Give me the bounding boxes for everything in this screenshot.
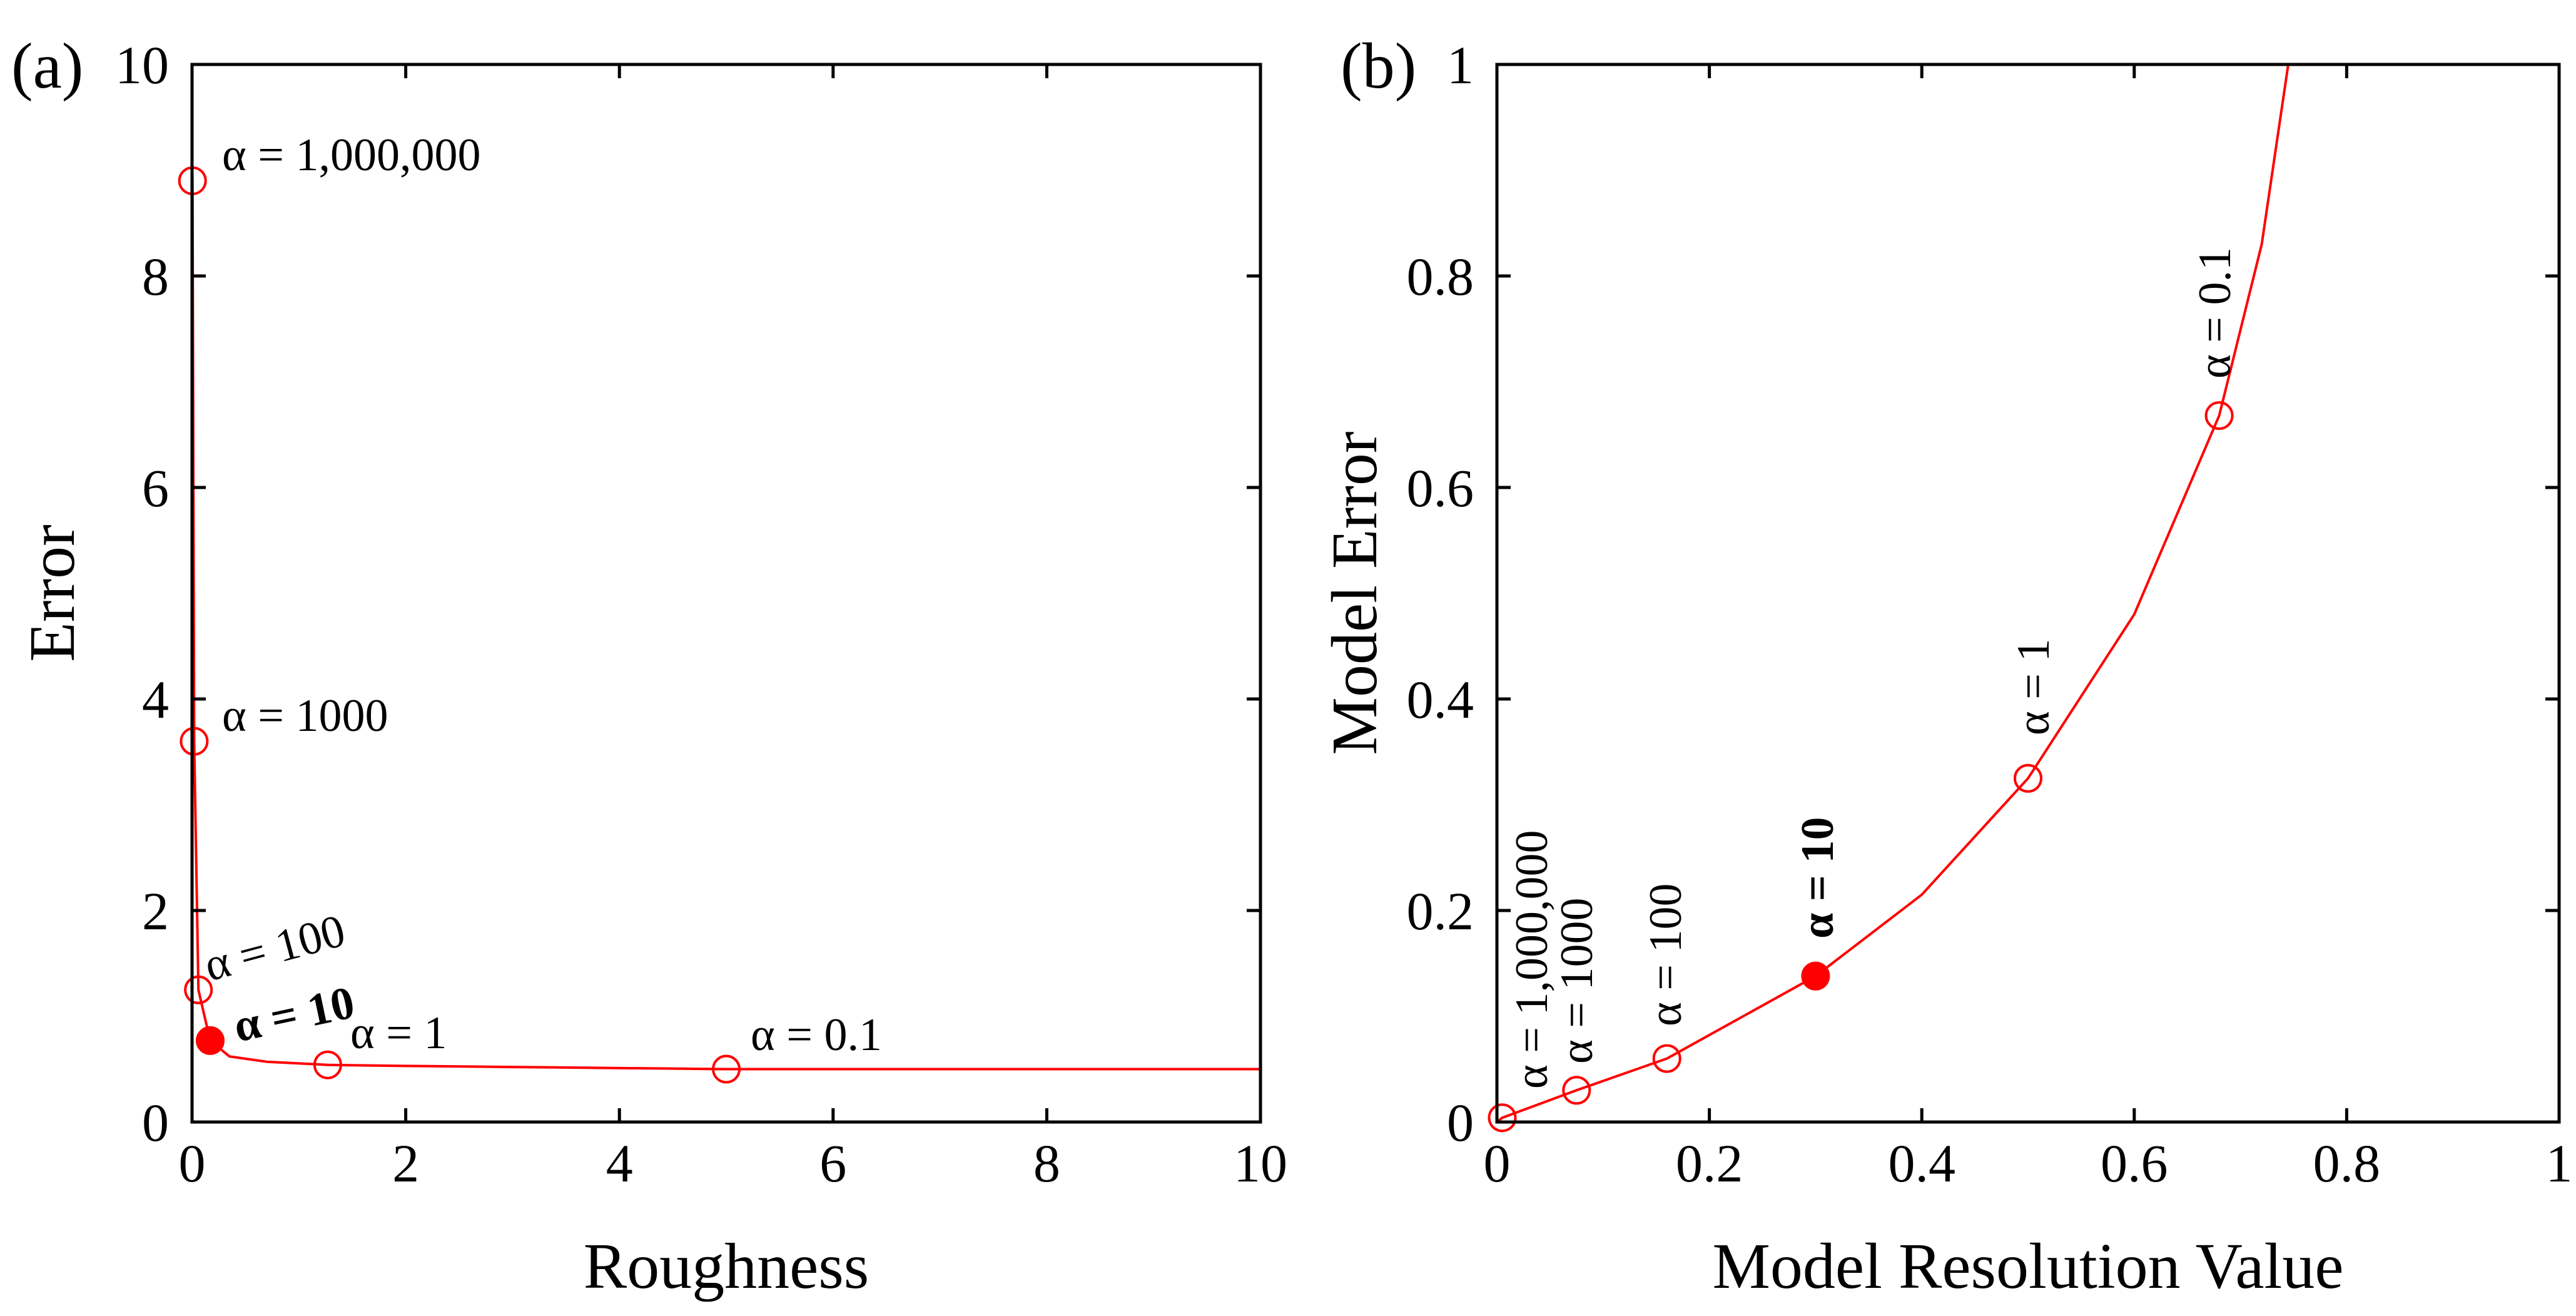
panel-a-xtick-label: 8 [1033, 1133, 1060, 1193]
panel-b-xtick-label: 0.6 [2101, 1133, 2168, 1193]
panel-b-marker-layer [1488, 401, 2234, 1133]
panel-a-curve-layer [191, 149, 1260, 1071]
panel-b-marker-5 [2204, 401, 2234, 431]
panel-b-xtick-label: 0.4 [1888, 1133, 1955, 1193]
panel-b-annotation-alpha-0-1: α = 0.1 [2189, 247, 2241, 379]
panel-b-ytick-label: 0.2 [1407, 881, 1474, 941]
panel-b-marker-2 [1652, 1044, 1681, 1073]
panel-a-marker-5 [712, 1054, 741, 1084]
panel-a-ytick-label: 2 [142, 881, 169, 941]
panel-b-annotation-alpha-1000000: α = 1,000,000 [1506, 830, 1558, 1089]
panel-b-annotation-alpha-100: α = 100 [1640, 883, 1691, 1026]
panel-b-ytick-label: 0 [1447, 1093, 1474, 1153]
panel-a-marker-2 [184, 975, 213, 1004]
panel-b-xtick-label: 0 [1484, 1133, 1511, 1193]
panel-a-marker-4 [313, 1050, 342, 1079]
panel-a-ytick-label: 10 [115, 35, 169, 95]
panel-a-annotation-alpha-0-1: α = 0.1 [751, 1009, 882, 1061]
panel-a-annotation-alpha-100: α = 100 [199, 905, 350, 991]
panel-b-series-line-0 [1496, 64, 2289, 1123]
panel-b-xtick-label: 0.8 [2313, 1133, 2381, 1193]
panel-a-ylabel: Error [16, 524, 88, 661]
panel-a-xtick-label: 4 [606, 1133, 633, 1193]
panel-b-ytick-label: 1 [1447, 35, 1474, 95]
panel-b-annotation-alpha-10: α = 10 [1792, 817, 1843, 939]
panel-b-annotation-alpha-1000: α = 1000 [1551, 897, 1603, 1064]
panel-b-xtick-label: 0.2 [1676, 1133, 1743, 1193]
panel-a-axes-frame [190, 63, 1262, 1124]
panel-a-ytick-label: 0 [142, 1093, 169, 1153]
panel-a-annotation-alpha-1: α = 1 [350, 1007, 447, 1059]
panel-a-label: (a) [11, 30, 83, 102]
panel-a-xlabel: Roughness [584, 1230, 869, 1302]
panel-a-xtick-label: 6 [819, 1133, 846, 1193]
panel-a-ytick-label: 4 [142, 670, 169, 730]
panel-b-xtick-label: 1 [2546, 1133, 2573, 1193]
panel-b-curve-layer [1496, 64, 2289, 1123]
panel-a-xtick-label: 10 [1234, 1133, 1287, 1193]
panel-a-annotation-alpha-10: α = 10 [229, 977, 358, 1053]
panel-a-xtick-label: 0 [179, 1133, 206, 1193]
panel-a-ticks [190, 63, 1262, 1124]
panel-b-ticks [1495, 63, 2561, 1124]
panel-b-marker-4 [2014, 763, 2042, 793]
panel-a-xtick-label: 2 [392, 1133, 419, 1193]
panel-a-annotation-alpha-1000: α = 1000 [222, 690, 388, 742]
panel-a-roughness-error: (a) 0 2 4 6 8 10 0 2 4 6 8 10 Roughness … [11, 30, 1287, 1302]
panel-a-series-line-0 [191, 149, 1260, 1071]
panel-b-resolution-error: (b) 0 0.2 0.4 0.6 0.8 1 0 0.2 0.4 0.6 0.… [1319, 30, 2573, 1302]
panel-b-ytick-label: 0.4 [1407, 670, 1474, 730]
panel-a-annotation-alpha-1000000: α = 1,000,000 [222, 130, 481, 181]
panel-b-annotation-alpha-1: α = 1 [2008, 638, 2059, 735]
panel-a-ytick-label: 6 [142, 458, 169, 518]
panel-b-ylabel: Model Error [1319, 432, 1391, 755]
panel-a-marker-1 [180, 727, 209, 756]
panel-b-marker-0 [1488, 1103, 1517, 1133]
panel-b-label: (b) [1341, 30, 1416, 102]
panel-b-xlabel: Model Resolution Value [1712, 1230, 2343, 1302]
panel-a-ytick-label: 8 [142, 247, 169, 307]
panel-a-marker-3-selected [196, 1026, 225, 1055]
panel-b-ytick-label: 0.6 [1407, 458, 1474, 518]
panel-b-marker-1 [1562, 1076, 1591, 1105]
panel-b-ytick-label: 0.8 [1407, 247, 1474, 307]
panel-b-axes-frame [1495, 63, 2561, 1124]
panel-b-marker-3-selected [1801, 961, 1830, 991]
